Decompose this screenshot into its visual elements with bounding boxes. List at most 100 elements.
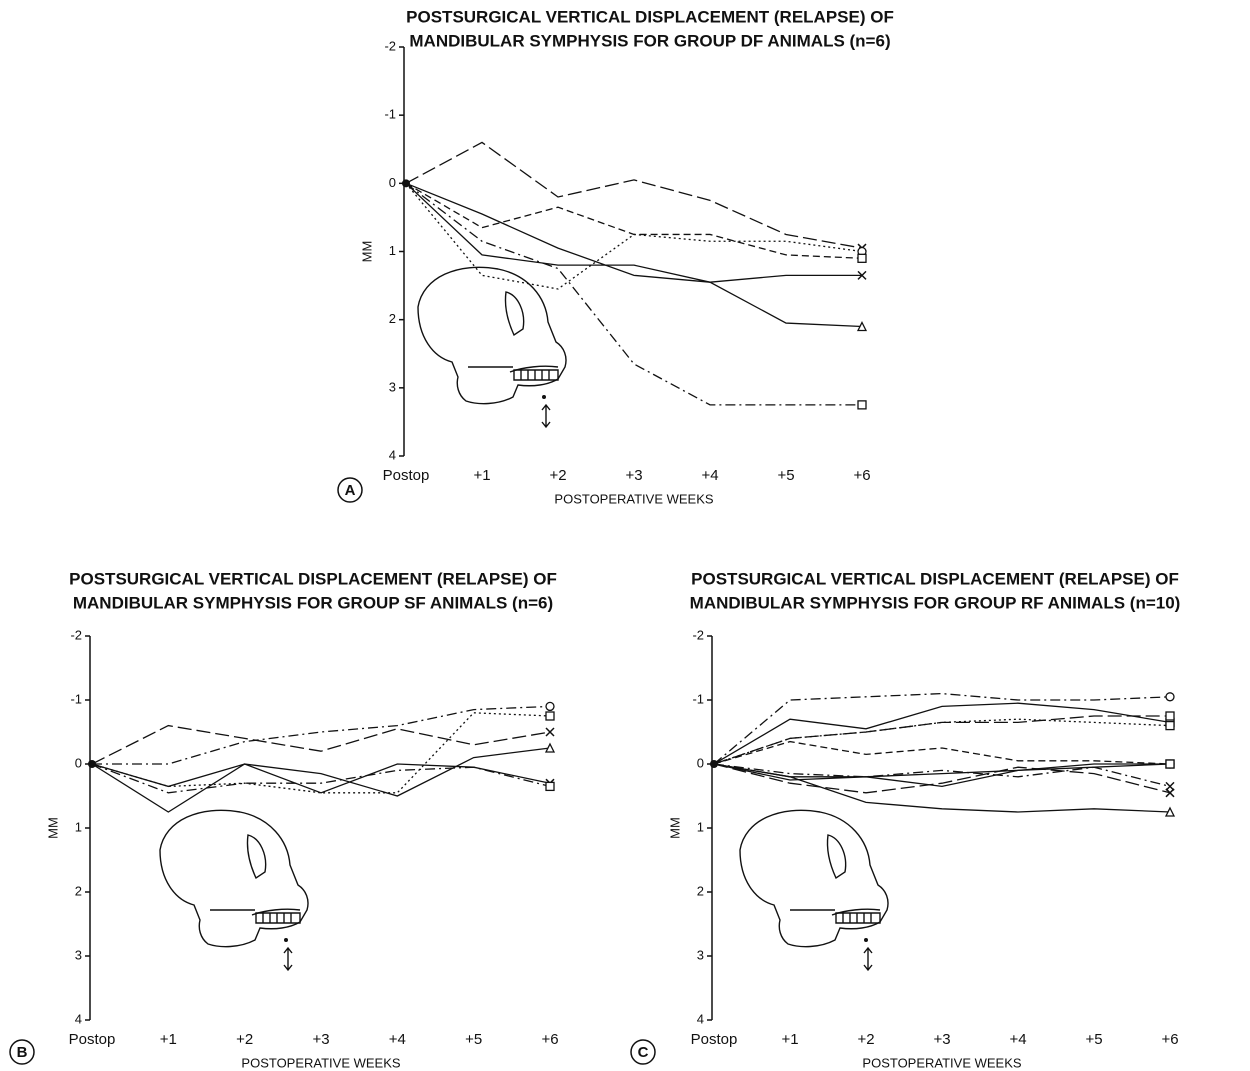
data-line bbox=[91, 763, 551, 794]
y-axis-label: MM bbox=[359, 241, 374, 263]
y-tick-label: 1 bbox=[75, 819, 82, 834]
x-tick-label: +4 bbox=[389, 1031, 406, 1048]
end-marker bbox=[857, 400, 867, 410]
data-line bbox=[91, 724, 551, 765]
x-tick-label: +2 bbox=[857, 1031, 874, 1048]
panel-label: A bbox=[345, 482, 356, 499]
x-tick-label: +1 bbox=[781, 1031, 798, 1048]
y-axis-label: MM bbox=[667, 817, 682, 839]
x-axis-label: POSTOPERATIVE WEEKS bbox=[554, 491, 713, 506]
y-tick-label: -1 bbox=[384, 107, 396, 122]
y-tick-label: -2 bbox=[692, 627, 704, 642]
x-tick-label: +6 bbox=[541, 1031, 558, 1048]
end-marker bbox=[1165, 759, 1175, 769]
data-line bbox=[405, 182, 863, 259]
y-tick-label: 2 bbox=[697, 883, 704, 898]
chart-title: POSTSURGICAL VERTICAL DISPLACEMENT (RELA… bbox=[691, 569, 1179, 588]
data-line bbox=[713, 763, 1171, 788]
y-tick-label: 4 bbox=[697, 1011, 704, 1026]
skull-illustration bbox=[739, 809, 889, 971]
x-tick-label: +2 bbox=[549, 467, 566, 484]
origin-dot bbox=[710, 760, 718, 768]
end-marker bbox=[857, 270, 867, 280]
origin-dot bbox=[88, 760, 96, 768]
x-tick-label: +5 bbox=[465, 1031, 482, 1048]
end-marker bbox=[545, 711, 555, 721]
y-tick-label: -1 bbox=[70, 691, 82, 706]
data-line bbox=[405, 141, 863, 249]
end-marker bbox=[545, 701, 555, 712]
data-line bbox=[92, 705, 551, 765]
skull-illustration bbox=[159, 809, 309, 971]
panel-badge bbox=[337, 477, 363, 503]
data-line bbox=[91, 747, 551, 797]
chart-title: POSTSURGICAL VERTICAL DISPLACEMENT (RELA… bbox=[69, 569, 557, 588]
y-tick-label: 2 bbox=[389, 311, 396, 326]
y-tick-label: 4 bbox=[389, 447, 396, 462]
data-line bbox=[713, 718, 1171, 765]
x-tick-label: Postop bbox=[691, 1031, 738, 1048]
data-line bbox=[713, 740, 1171, 765]
data-line bbox=[405, 182, 862, 406]
y-tick-label: 0 bbox=[389, 175, 396, 190]
data-line bbox=[405, 182, 862, 283]
end-marker bbox=[1165, 788, 1175, 798]
chart-title: MANDIBULAR SYMPHYSIS FOR GROUP SF ANIMAL… bbox=[73, 593, 553, 612]
y-tick-label: 3 bbox=[389, 379, 396, 394]
y-tick-label: 4 bbox=[75, 1011, 82, 1026]
data-line bbox=[713, 763, 1170, 788]
y-tick-label: 0 bbox=[75, 755, 82, 770]
y-tick-label: -1 bbox=[692, 691, 704, 706]
y-tick-label: 2 bbox=[75, 883, 82, 898]
data-line bbox=[91, 712, 551, 794]
end-marker bbox=[544, 742, 556, 753]
end-marker bbox=[1165, 720, 1175, 731]
x-tick-label: Postop bbox=[69, 1031, 116, 1048]
panel-label: C bbox=[638, 1044, 649, 1061]
x-tick-label: +1 bbox=[473, 467, 490, 484]
chart-title: MANDIBULAR SYMPHYSIS FOR GROUP DF ANIMAL… bbox=[409, 31, 890, 50]
end-marker bbox=[856, 321, 868, 332]
x-tick-label: +1 bbox=[160, 1031, 177, 1048]
panel-badge bbox=[9, 1039, 35, 1065]
data-line bbox=[91, 763, 551, 813]
x-tick-label: +5 bbox=[1085, 1031, 1102, 1048]
end-marker bbox=[545, 727, 555, 737]
chart-title: POSTSURGICAL VERTICAL DISPLACEMENT (RELA… bbox=[406, 7, 894, 26]
x-tick-label: +6 bbox=[853, 467, 870, 484]
y-tick-label: 0 bbox=[697, 755, 704, 770]
chart-title: MANDIBULAR SYMPHYSIS FOR GROUP RF ANIMAL… bbox=[690, 593, 1181, 612]
data-line bbox=[713, 763, 1171, 794]
end-marker bbox=[1165, 781, 1175, 791]
end-marker bbox=[1165, 711, 1175, 721]
y-tick-label: 1 bbox=[389, 243, 396, 258]
data-line bbox=[713, 702, 1171, 765]
y-tick-label: 3 bbox=[697, 947, 704, 962]
x-tick-label: +6 bbox=[1161, 1031, 1178, 1048]
y-tick-label: 1 bbox=[697, 819, 704, 834]
data-line bbox=[405, 182, 863, 328]
x-tick-label: +2 bbox=[236, 1031, 253, 1048]
y-axis-label: MM bbox=[45, 817, 60, 839]
data-line bbox=[713, 763, 1171, 813]
panel-label: B bbox=[17, 1044, 28, 1061]
y-tick-label: -2 bbox=[70, 627, 82, 642]
data-line bbox=[713, 692, 1171, 765]
panel-badge bbox=[630, 1039, 656, 1065]
x-tick-label: +4 bbox=[701, 467, 718, 484]
skull-illustration bbox=[417, 266, 567, 428]
x-tick-label: +3 bbox=[312, 1031, 329, 1048]
x-tick-label: Postop bbox=[383, 467, 430, 484]
x-tick-label: +3 bbox=[933, 1031, 950, 1048]
x-axis-label: POSTOPERATIVE WEEKS bbox=[862, 1055, 1021, 1070]
x-axis-label: POSTOPERATIVE WEEKS bbox=[241, 1055, 400, 1070]
x-tick-label: +4 bbox=[1009, 1031, 1026, 1048]
end-marker bbox=[1165, 692, 1175, 702]
end-marker bbox=[857, 253, 867, 263]
x-tick-label: +5 bbox=[777, 467, 794, 484]
y-tick-label: -2 bbox=[384, 38, 396, 53]
y-tick-label: 3 bbox=[75, 947, 82, 962]
end-marker bbox=[545, 781, 555, 792]
x-tick-label: +3 bbox=[625, 467, 642, 484]
